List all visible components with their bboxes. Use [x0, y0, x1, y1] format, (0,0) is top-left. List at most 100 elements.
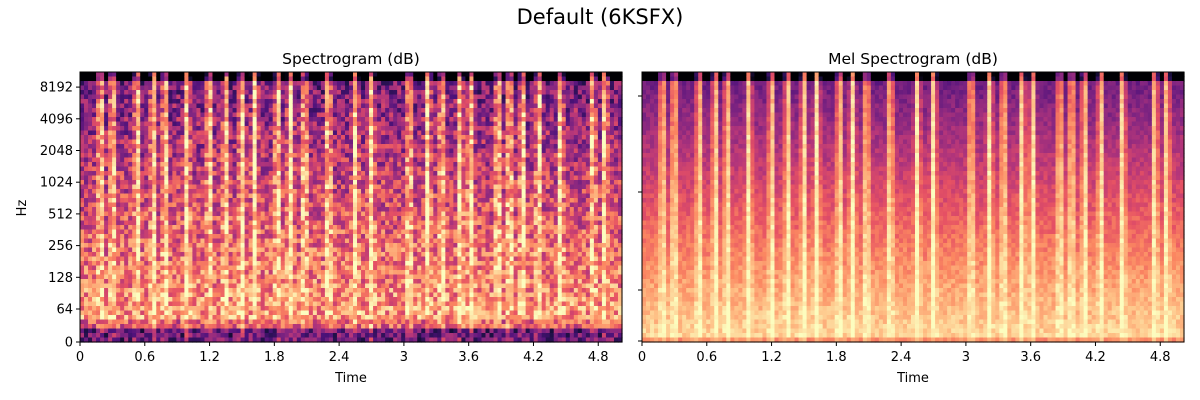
heatmap-cell — [240, 238, 246, 244]
heatmap-cell — [328, 265, 334, 271]
heatmap-cell — [304, 247, 310, 253]
heatmap-cell — [397, 315, 402, 321]
heatmap-cell — [284, 180, 290, 186]
heatmap-cell — [268, 247, 274, 253]
heatmap-cell — [381, 198, 386, 204]
heatmap-cell — [144, 85, 149, 91]
heatmap-cell — [348, 333, 354, 339]
heatmap-cell — [304, 184, 310, 190]
heatmap-cell — [296, 126, 302, 132]
heatmap-cell — [401, 202, 406, 208]
heatmap-cell — [252, 243, 258, 249]
heatmap-cell — [232, 274, 238, 280]
heatmap-cell — [292, 256, 298, 262]
heatmap-cell — [389, 193, 394, 199]
heatmap-cell — [164, 180, 169, 186]
heatmap-cell — [324, 130, 330, 136]
heatmap-cell — [164, 256, 169, 262]
heatmap-cell — [224, 292, 230, 298]
heatmap-cell — [348, 306, 354, 312]
heatmap-cell — [248, 216, 254, 222]
heatmap-cell — [316, 108, 322, 114]
heatmap-cell — [156, 252, 161, 258]
heatmap-cell — [328, 283, 334, 289]
heatmap-cell — [272, 126, 278, 132]
heatmap-cell — [136, 243, 141, 249]
heatmap-cell — [160, 328, 165, 334]
heatmap-cell — [332, 328, 338, 334]
heatmap-cell — [112, 288, 117, 294]
heatmap-cell — [168, 270, 173, 276]
heatmap-cell — [120, 175, 125, 181]
heatmap-cell — [324, 99, 330, 105]
heatmap-cell — [312, 112, 318, 118]
heatmap-cell — [216, 297, 222, 303]
heatmap-cell — [409, 180, 414, 186]
heatmap-cell — [280, 333, 286, 339]
heatmap-cell — [361, 301, 366, 307]
heatmap-cell — [256, 328, 262, 334]
heatmap-cell — [164, 157, 169, 163]
heatmap-cell — [264, 103, 270, 109]
heatmap-cell — [160, 261, 165, 267]
heatmap-cell — [409, 135, 414, 141]
heatmap-cell — [184, 189, 189, 195]
heatmap-cell — [168, 207, 173, 213]
heatmap-cell — [288, 279, 294, 285]
heatmap-cell — [409, 184, 414, 190]
heatmap-cell — [260, 306, 266, 312]
heatmap-cell — [365, 157, 370, 163]
heatmap-cell — [212, 337, 218, 343]
heatmap-cell — [348, 229, 354, 235]
heatmap-cell — [156, 211, 161, 217]
heatmap-cell — [124, 247, 129, 253]
heatmap-cell — [280, 90, 286, 96]
heatmap-cell — [264, 247, 270, 253]
heatmap-cell — [260, 189, 266, 195]
heatmap-cell — [148, 229, 153, 235]
heatmap-cell — [176, 135, 181, 141]
heatmap-cell — [92, 270, 97, 276]
heatmap-cell — [244, 256, 250, 262]
heatmap-cell — [236, 121, 242, 127]
heatmap-cell — [212, 139, 218, 145]
heatmap-cell — [256, 243, 262, 249]
heatmap-cell — [240, 220, 246, 226]
heatmap-cell — [260, 130, 266, 136]
heatmap-cell — [88, 279, 93, 285]
heatmap-cell — [164, 297, 169, 303]
heatmap-cell — [192, 328, 198, 334]
heatmap-cell — [264, 94, 270, 100]
heatmap-cell — [292, 99, 298, 105]
heatmap-cell — [144, 189, 149, 195]
heatmap-cell — [357, 328, 362, 334]
heatmap-cell — [84, 306, 89, 312]
heatmap-cell — [361, 225, 366, 231]
heatmap-cell — [300, 306, 306, 312]
heatmap-cell — [148, 270, 153, 276]
heatmap-cell — [304, 315, 310, 321]
heatmap-cell — [288, 198, 294, 204]
heatmap-cell — [304, 234, 310, 240]
heatmap-cell — [216, 162, 222, 168]
heatmap-cell — [152, 261, 157, 267]
heatmap-cell — [140, 319, 145, 325]
heatmap-cell — [128, 337, 133, 343]
heatmap-cell — [84, 90, 89, 96]
heatmap-cell — [180, 121, 185, 127]
heatmap-cell — [96, 135, 101, 141]
heatmap-cell — [192, 324, 198, 330]
heatmap-cell — [156, 198, 161, 204]
heatmap-cell — [104, 301, 109, 307]
heatmap-cell — [216, 274, 222, 280]
heatmap-cell — [276, 103, 282, 109]
heatmap-cell — [361, 337, 366, 343]
heatmap-cell — [112, 238, 117, 244]
heatmap-cell — [100, 184, 105, 190]
heatmap-cell — [240, 333, 246, 339]
heatmap-cell — [232, 238, 238, 244]
heatmap-cell — [180, 193, 185, 199]
heatmap-cell — [224, 319, 230, 325]
heatmap-cell — [324, 76, 330, 82]
heatmap-cell — [224, 103, 230, 109]
